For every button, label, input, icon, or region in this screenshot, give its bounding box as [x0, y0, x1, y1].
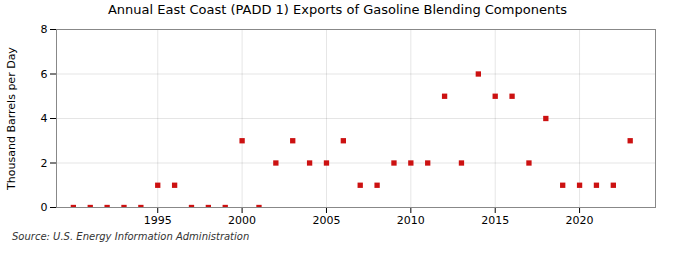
svg-text:2005: 2005: [312, 214, 340, 227]
svg-text:0: 0: [41, 201, 48, 214]
svg-text:6: 6: [41, 68, 48, 81]
svg-text:2020: 2020: [566, 214, 594, 227]
svg-text:1995: 1995: [144, 214, 172, 227]
svg-text:2000: 2000: [228, 214, 256, 227]
html-text:Source: U.S. Energy Informatio: Source: U.S. Energy Information Administ…: [12, 231, 250, 242]
html-text:Annual East Coast (PADD 1) Exp: Annual East Coast (PADD 1) Exports of Ga…: [108, 2, 567, 17]
svg-text:2010: 2010: [397, 214, 425, 227]
svg-text:2015: 2015: [481, 214, 509, 227]
svg-text:Thousand Barrels per Day: Thousand Barrels per Day: [5, 47, 18, 191]
svg-text:8: 8: [41, 23, 48, 36]
svg-text:2: 2: [41, 157, 48, 170]
svg-text:4: 4: [41, 112, 48, 125]
